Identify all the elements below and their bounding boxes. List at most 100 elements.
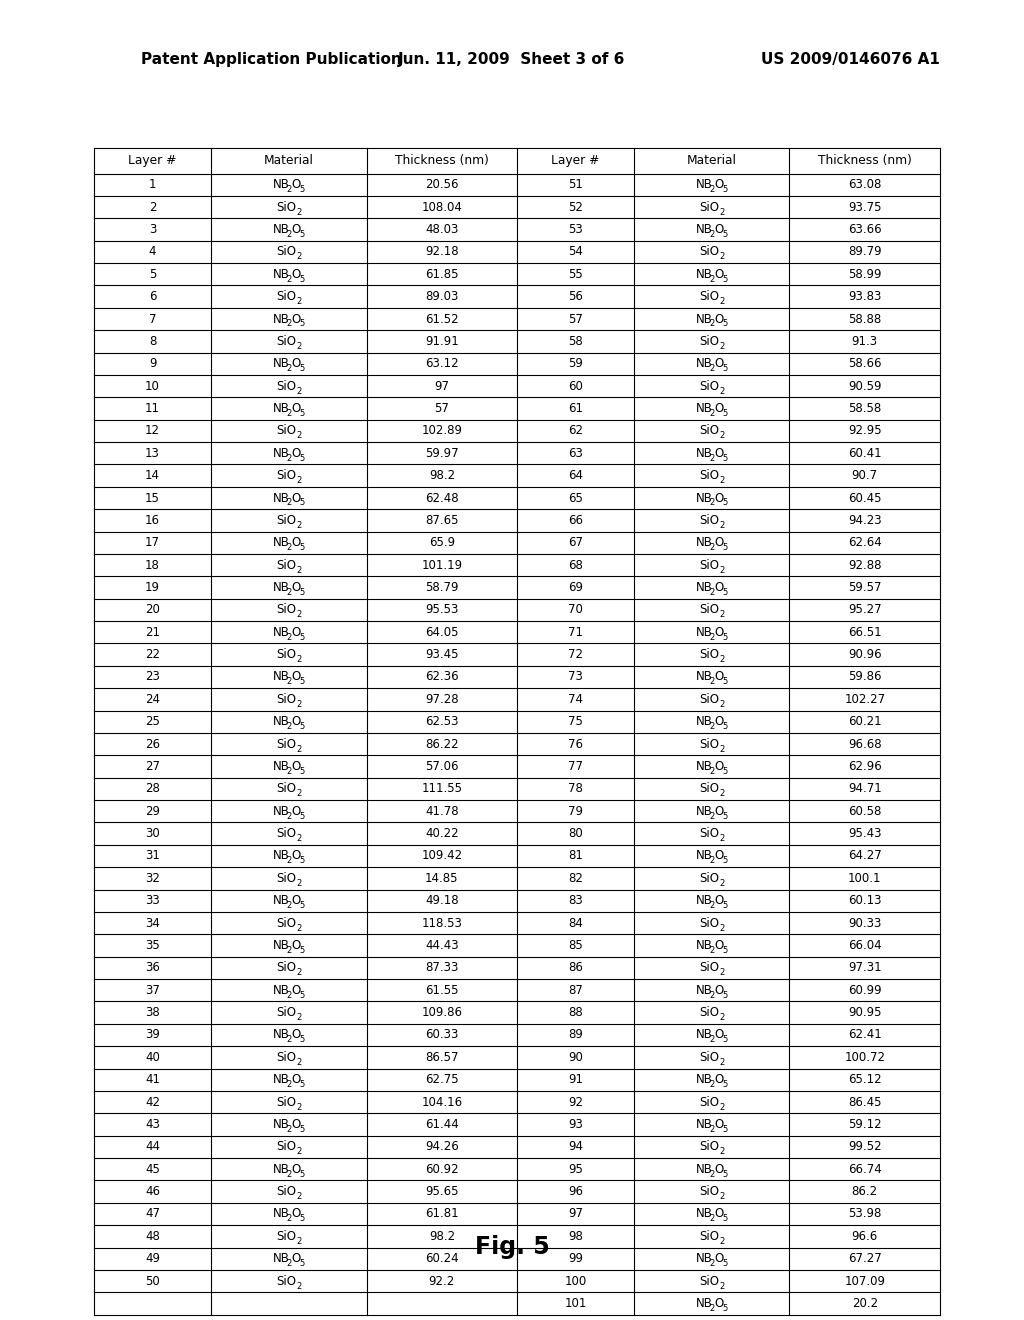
Text: 90: 90: [568, 1051, 583, 1064]
Text: 89.79: 89.79: [848, 246, 882, 259]
Text: 33: 33: [145, 894, 160, 907]
Text: 95.27: 95.27: [848, 603, 882, 616]
Text: NB: NB: [272, 446, 290, 459]
Text: 81: 81: [568, 850, 583, 862]
Text: O: O: [715, 446, 724, 459]
Text: SiO: SiO: [699, 603, 719, 616]
Text: 93: 93: [568, 1118, 583, 1131]
Text: 2: 2: [710, 767, 715, 776]
Text: O: O: [715, 178, 724, 191]
Text: 2: 2: [287, 230, 292, 239]
Text: O: O: [292, 1163, 301, 1176]
Text: 62: 62: [568, 425, 583, 437]
Text: 101: 101: [564, 1298, 587, 1309]
Text: 2: 2: [287, 990, 292, 999]
Text: 60.41: 60.41: [848, 446, 882, 459]
Text: 57.06: 57.06: [425, 760, 459, 774]
Text: O: O: [292, 1208, 301, 1221]
Text: 2: 2: [719, 744, 724, 754]
Text: 2: 2: [287, 902, 292, 911]
Text: 2: 2: [296, 1012, 301, 1022]
Text: 5: 5: [722, 1304, 727, 1313]
Text: 2: 2: [296, 565, 301, 574]
Text: 2: 2: [296, 1147, 301, 1156]
Text: 24: 24: [145, 693, 160, 706]
Text: 60.99: 60.99: [848, 983, 882, 997]
Text: NB: NB: [695, 1073, 713, 1086]
Text: 57: 57: [434, 403, 450, 414]
Text: 62.75: 62.75: [425, 1073, 459, 1086]
Text: 14: 14: [145, 469, 160, 482]
Text: 68: 68: [568, 558, 583, 572]
Text: SiO: SiO: [699, 558, 719, 572]
Text: NB: NB: [272, 715, 290, 729]
Text: O: O: [292, 358, 301, 370]
Text: NB: NB: [272, 581, 290, 594]
Text: SiO: SiO: [276, 873, 296, 884]
Text: SiO: SiO: [699, 1275, 719, 1287]
Text: SiO: SiO: [276, 1230, 296, 1243]
Text: 2: 2: [719, 521, 724, 529]
Text: 2: 2: [287, 364, 292, 374]
Text: 5: 5: [299, 1170, 304, 1179]
Text: 66.51: 66.51: [848, 626, 882, 639]
Text: 5: 5: [299, 812, 304, 821]
Text: 60.21: 60.21: [848, 715, 882, 729]
Text: 60.92: 60.92: [425, 1163, 459, 1176]
Text: SiO: SiO: [276, 603, 296, 616]
Text: NB: NB: [272, 850, 290, 862]
Text: 7: 7: [148, 313, 157, 326]
Text: 2: 2: [719, 1282, 724, 1291]
Text: SiO: SiO: [699, 290, 719, 304]
Text: 2: 2: [710, 499, 715, 507]
Text: 86.22: 86.22: [425, 738, 459, 751]
Text: 97: 97: [568, 1208, 583, 1221]
Text: 95.65: 95.65: [425, 1185, 459, 1199]
Text: NB: NB: [695, 446, 713, 459]
Text: 86.45: 86.45: [848, 1096, 882, 1109]
Text: 5: 5: [299, 1035, 304, 1044]
Text: NB: NB: [272, 894, 290, 907]
Text: SiO: SiO: [699, 1096, 719, 1109]
Text: 5: 5: [722, 185, 727, 194]
Text: NB: NB: [695, 581, 713, 594]
Text: 77: 77: [568, 760, 583, 774]
Text: 5: 5: [299, 230, 304, 239]
Text: 16: 16: [145, 513, 160, 527]
Text: SiO: SiO: [699, 425, 719, 437]
Text: 71: 71: [568, 626, 583, 639]
Text: 17: 17: [145, 536, 160, 549]
Text: 18: 18: [145, 558, 160, 572]
Text: 51: 51: [568, 178, 583, 191]
Text: 5: 5: [722, 677, 727, 686]
Text: 73: 73: [568, 671, 583, 684]
Text: 2: 2: [719, 207, 724, 216]
Text: SiO: SiO: [699, 961, 719, 974]
Text: 87: 87: [568, 983, 583, 997]
Text: 2: 2: [287, 319, 292, 329]
Text: SiO: SiO: [699, 1006, 719, 1019]
Text: 1: 1: [148, 178, 157, 191]
Text: SiO: SiO: [276, 469, 296, 482]
Text: SiO: SiO: [276, 961, 296, 974]
Text: 2: 2: [719, 565, 724, 574]
Text: SiO: SiO: [276, 201, 296, 214]
Text: O: O: [292, 581, 301, 594]
Text: 29: 29: [145, 805, 160, 817]
Text: 96.68: 96.68: [848, 738, 882, 751]
Text: 2: 2: [710, 1035, 715, 1044]
Text: 26: 26: [145, 738, 160, 751]
Text: 62.36: 62.36: [425, 671, 459, 684]
Text: 94.23: 94.23: [848, 513, 882, 527]
Text: 2: 2: [296, 432, 301, 441]
Text: 2: 2: [287, 767, 292, 776]
Text: 2: 2: [296, 1237, 301, 1246]
Text: 61.55: 61.55: [425, 983, 459, 997]
Text: O: O: [715, 1298, 724, 1309]
Text: 2: 2: [296, 521, 301, 529]
Text: 118.53: 118.53: [422, 916, 462, 929]
Text: 5: 5: [299, 454, 304, 463]
Text: 2: 2: [287, 185, 292, 194]
Text: O: O: [715, 1118, 724, 1131]
Text: 89.03: 89.03: [425, 290, 459, 304]
